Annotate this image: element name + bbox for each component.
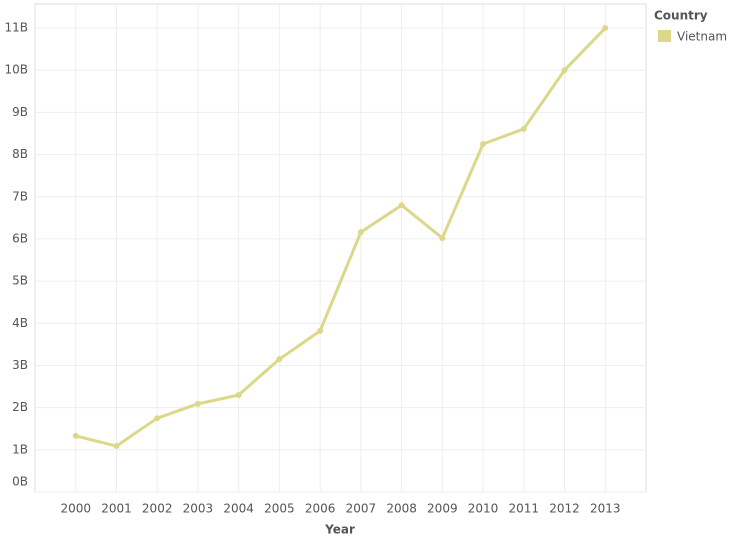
x-tick-label: 2000 (60, 502, 91, 516)
point (154, 415, 161, 422)
x-tick-label: 2009 (427, 502, 458, 516)
x-tick-label: 2012 (549, 502, 580, 516)
point (317, 327, 324, 334)
point (520, 125, 527, 132)
y-tick-label: 8B (12, 147, 28, 161)
x-tick-label: 2005 (264, 502, 295, 516)
x-tick-label: 2011 (509, 502, 540, 516)
x-tick-label: 2006 (305, 502, 336, 516)
x-tick-label: 2013 (590, 502, 621, 516)
x-tick-label: 2003 (183, 502, 214, 516)
point (72, 432, 79, 439)
y-tick-label: 0B (12, 475, 28, 489)
point (480, 141, 487, 148)
point (113, 443, 120, 450)
legend-title: Country (654, 9, 708, 23)
line (75, 26, 607, 448)
y-tick-label: 2B (12, 400, 28, 414)
y-tick-label: 6B (12, 231, 28, 245)
x-tick-label: 2008 (386, 502, 417, 516)
point (439, 235, 446, 242)
x-tick-label: 2001 (101, 502, 132, 516)
y-tick-label: 4B (12, 316, 28, 330)
y-tick-label: 1B (12, 442, 28, 456)
y-tick-label: 11B (4, 21, 28, 35)
legend-swatch (658, 30, 671, 42)
point (194, 400, 201, 407)
y-tick-label: 7B (12, 189, 28, 203)
x-tick-label: 2004 (223, 502, 254, 516)
y-tick-label: 5B (12, 274, 28, 288)
x-tick-label: 2010 (468, 502, 499, 516)
point (398, 202, 405, 209)
x-tick-label: 2007 (346, 502, 377, 516)
point (276, 356, 283, 363)
y-tick-label: 9B (12, 105, 28, 119)
point (602, 25, 609, 32)
x-axis-title: Year (324, 523, 355, 537)
point (235, 391, 242, 398)
y-tick-label: 10B (4, 63, 28, 77)
point (357, 229, 364, 236)
point (561, 67, 568, 74)
x-tick-label: 2002 (142, 502, 173, 516)
y-tick-label: 3B (12, 358, 28, 372)
plot-frame (34, 3, 647, 493)
legend-label: Vietnam (677, 30, 727, 44)
